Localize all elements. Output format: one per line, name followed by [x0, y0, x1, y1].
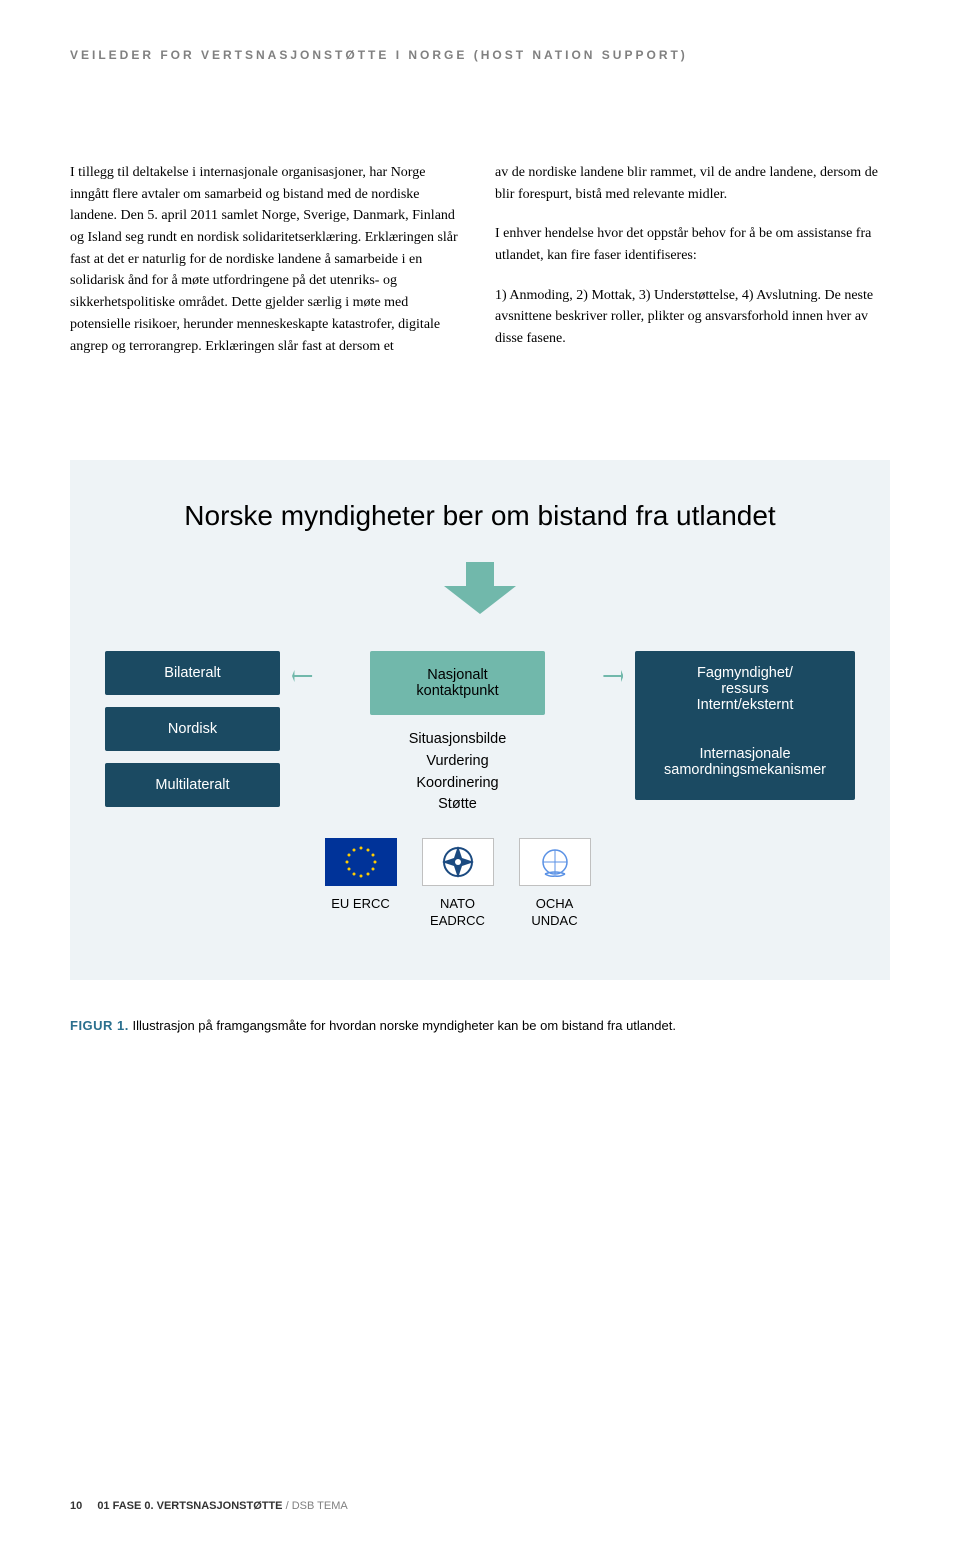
node-internasjonale: Internasjonalesamordningsmekanismer: [635, 724, 855, 800]
body-right-p2: I enhver hendelse hvor det oppstår behov…: [495, 223, 890, 266]
caption-text: Illustrasjon på framgangsmåte for hvorda…: [133, 1018, 676, 1033]
body-left-para: I tillegg til deltakelse i internasjonal…: [70, 162, 465, 357]
diagram-right-column: Fagmyndighet/ressursInternt/eksternt Int…: [635, 651, 855, 812]
arrow-right: [603, 651, 624, 701]
flags-row: EU ERCC NATOEADRCC: [325, 838, 591, 930]
flag-nato-icon: [422, 838, 494, 886]
down-arrow-icon: [444, 562, 516, 614]
flag-eu-icon: [325, 838, 397, 886]
node-nordisk: Nordisk: [105, 707, 280, 751]
body-right-p1: av de nordiske landene blir rammet, vil …: [495, 162, 890, 205]
node-kontaktpunkt: Nasjonaltkontaktpunkt: [370, 651, 545, 715]
page-header: VEILEDER FOR VERTSNASJONSTØTTE I NORGE (…: [0, 0, 960, 62]
diagram-left-column: Bilateralt Nordisk Multilateralt: [105, 651, 280, 819]
mid-subtext: SituasjonsbildeVurderingKoordineringStøt…: [409, 729, 507, 816]
node-bilateralt: Bilateralt: [105, 651, 280, 695]
footer-section: 01 FASE 0. VERTSNASJONSTØTTE: [97, 1500, 282, 1512]
diagram-panel: Norske myndigheter ber om bistand fra ut…: [70, 460, 890, 980]
page-footer: 10 01 FASE 0. VERTSNASJONSTØTTE / DSB TE…: [70, 1500, 348, 1512]
flag-eu-item: EU ERCC: [325, 838, 397, 930]
diagram-row: Bilateralt Nordisk Multilateralt Nasjona…: [105, 651, 855, 930]
footer-suffix: / DSB TEMA: [286, 1500, 348, 1512]
figure-caption: FIGUR 1. Illustrasjon på framgangsmåte f…: [0, 980, 960, 1033]
body-right-p3: 1) Anmoding, 2) Mottak, 3) Understøttels…: [495, 285, 890, 350]
flag-un-item: OCHAUNDAC: [519, 838, 591, 930]
arrow-left-icon: [292, 666, 313, 686]
page-number: 10: [70, 1500, 82, 1512]
down-arrow: [105, 562, 855, 619]
flag-un-label: OCHAUNDAC: [519, 896, 591, 930]
body-columns: I tillegg til deltakelse i internasjonal…: [0, 62, 960, 375]
diagram-mid-column: Nasjonaltkontaktpunkt SituasjonsbildeVur…: [325, 651, 591, 930]
node-fagmyndighet: Fagmyndighet/ressursInternt/eksternt: [635, 651, 855, 727]
node-multilateralt: Multilateralt: [105, 763, 280, 807]
diagram-title: Norske myndigheter ber om bistand fra ut…: [105, 500, 855, 532]
column-left: I tillegg til deltakelse i internasjonal…: [70, 162, 465, 375]
arrow-right-icon: [603, 666, 624, 686]
flag-un-icon: [519, 838, 591, 886]
flag-nato-label: NATOEADRCC: [422, 896, 494, 930]
column-right: av de nordiske landene blir rammet, vil …: [495, 162, 890, 375]
flag-nato-item: NATOEADRCC: [422, 838, 494, 930]
arrow-left: [292, 651, 313, 701]
flag-eu-label: EU ERCC: [325, 896, 397, 913]
caption-figure-label: FIGUR 1.: [70, 1018, 129, 1033]
